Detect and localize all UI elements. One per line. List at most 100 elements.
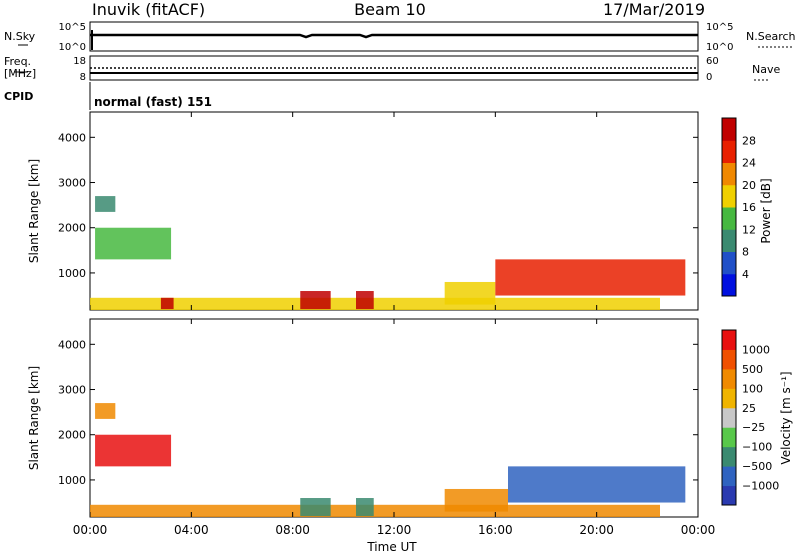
power-colorbar-tick: 4 xyxy=(742,268,749,281)
velocity-colorbar-segment xyxy=(722,446,736,467)
velocity-colorbar-segment xyxy=(722,349,736,370)
velocity-region-1 xyxy=(95,434,172,467)
power-ytick-label: 4000 xyxy=(58,131,86,144)
velocity-xtick-label: 00:00 xyxy=(73,523,108,537)
station-title: Inuvik (fitACF) xyxy=(92,0,205,19)
velocity-colorbar-tick: 1000 xyxy=(742,343,770,356)
nave-label: Nave xyxy=(752,63,780,76)
velocity-xtick-label: 20:00 xyxy=(579,523,614,537)
power-colorbar-frame xyxy=(721,117,737,297)
power-region-7 xyxy=(495,259,686,296)
velocity-ytick-label: 1000 xyxy=(58,474,86,487)
cpid-text: normal (fast) 151 xyxy=(94,95,212,109)
velocity-region-4 xyxy=(356,498,374,517)
freq-label-2: [MHz] xyxy=(4,67,36,80)
freq-tick-bottom: 8 xyxy=(80,72,86,83)
power-ytick-label: 3000 xyxy=(58,177,86,190)
velocity-colorbar-tick: −25 xyxy=(742,421,765,434)
power-colorbar-segment xyxy=(722,229,736,252)
power-region-1 xyxy=(95,227,172,260)
velocity-ytick-label: 2000 xyxy=(58,429,86,442)
power-colorbar-segment xyxy=(722,251,736,275)
power-colorbar-segment xyxy=(722,118,736,141)
power-region-3 xyxy=(160,297,174,310)
nave-tick-bottom: 0 xyxy=(706,72,712,83)
power-colorbar-segment xyxy=(722,184,736,208)
velocity-ytick-label: 3000 xyxy=(58,384,86,397)
velocity-colorbar-tick: −500 xyxy=(742,460,772,473)
nave-tick-top: 60 xyxy=(706,56,719,67)
nsky-panel: N.Sky 10^5 10^0 10^5 10^0 N.Search xyxy=(4,21,796,53)
velocity-colorbar-segment xyxy=(722,388,736,409)
velocity-colorbar-tick: −1000 xyxy=(742,480,779,493)
nsearch-label: N.Search xyxy=(746,30,796,43)
velocity-panel: 1000 2000 3000 4000 00:00 04:00 08:00 12:00 16:… xyxy=(27,318,793,537)
nsky-frame xyxy=(89,21,699,52)
power-colorbar-segment xyxy=(722,140,736,163)
freq-label-1: Freq. xyxy=(4,55,31,68)
power-colorbar-tick: 16 xyxy=(742,201,756,214)
velocity-region-5 xyxy=(444,488,508,512)
velocity-xlabel: Time UT xyxy=(366,540,417,554)
power-region-2 xyxy=(90,297,660,310)
velocity-colorbar-tick: 500 xyxy=(742,363,763,376)
velocity-colorbar-segment xyxy=(722,427,736,448)
nsky-tick-top: 10^5 xyxy=(59,22,86,33)
power-ytick-label: 1000 xyxy=(58,267,86,280)
power-x-axis xyxy=(89,112,699,310)
velocity-colorbar-segment xyxy=(722,330,736,350)
velocity-colorbar: 1000 500 100 25 −25 −100 −500 −1000 xyxy=(721,329,779,506)
velocity-colorbar-tick: 100 xyxy=(742,382,763,395)
nsearch-tick-bottom: 10^0 xyxy=(706,42,733,53)
date-title: 17/Mar/2019 xyxy=(603,0,705,19)
velocity-colorbar-segment xyxy=(722,407,736,428)
power-colorbar-segment xyxy=(722,162,736,186)
power-colorbar-tick: 12 xyxy=(742,223,756,236)
power-heatmap xyxy=(90,196,686,310)
velocity-heatmap xyxy=(90,403,686,517)
power-colorbar-tick: 8 xyxy=(742,246,749,259)
velocity-colorbar-tick: −100 xyxy=(742,441,772,454)
velocity-colorbar-label: Velocity [m s⁻¹] xyxy=(779,371,793,464)
velocity-colorbar-segment xyxy=(722,466,736,487)
power-colorbar-label: Power [dB] xyxy=(759,178,773,243)
velocity-xtick-label: 16:00 xyxy=(478,523,513,537)
power-region-6 xyxy=(444,281,496,305)
velocity-region-2 xyxy=(90,504,660,517)
power-region-4 xyxy=(300,291,331,310)
power-region-5 xyxy=(356,291,374,310)
velocity-xtick-label: 08:00 xyxy=(275,523,310,537)
power-region-0 xyxy=(95,196,116,212)
velocity-ytick-label: 4000 xyxy=(58,338,86,351)
nsky-tick-bottom: 10^0 xyxy=(59,42,86,53)
power-ylabel: Slant Range [km] xyxy=(27,159,41,263)
power-colorbar: 4 8 12 16 20 24 28 xyxy=(721,117,756,297)
freq-tick-top: 18 xyxy=(73,56,86,67)
velocity-y-axis: 1000 2000 3000 4000 xyxy=(58,338,698,487)
velocity-ylabel: Slant Range [km] xyxy=(27,366,41,470)
power-y-axis: 1000 2000 3000 4000 xyxy=(58,131,698,280)
velocity-colorbar-frame xyxy=(721,329,737,506)
beam-title: Beam 10 xyxy=(354,0,426,19)
nsky-trace xyxy=(90,33,698,39)
nsky-label: N.Sky xyxy=(4,30,36,43)
velocity-region-3 xyxy=(300,498,331,517)
velocity-xtick-label: 04:00 xyxy=(174,523,209,537)
power-colorbar-tick: 20 xyxy=(742,179,756,192)
velocity-x-axis: 00:00 04:00 08:00 12:00 16:00 20:00 00:00 xyxy=(73,319,716,537)
velocity-region-6 xyxy=(508,466,686,503)
power-colorbar-segment xyxy=(722,207,736,230)
power-panel: 1000 2000 3000 4000 Slant Range [km] 4 8 12 16… xyxy=(27,111,773,311)
velocity-colorbar-segment xyxy=(722,485,736,506)
freq-panel: Freq. [MHz] 18 8 60 0 Nave xyxy=(4,55,780,83)
velocity-colorbar-tick: 25 xyxy=(742,402,756,415)
velocity-xtick-label: 12:00 xyxy=(377,523,412,537)
velocity-region-0 xyxy=(95,403,116,419)
velocity-xtick-label: 00:00 xyxy=(681,523,716,537)
cpid-label: CPID xyxy=(4,90,33,103)
power-colorbar-tick: 28 xyxy=(742,134,756,147)
nsearch-tick-top: 10^5 xyxy=(706,22,733,33)
power-colorbar-tick: 24 xyxy=(742,157,756,170)
power-ytick-label: 2000 xyxy=(58,222,86,235)
